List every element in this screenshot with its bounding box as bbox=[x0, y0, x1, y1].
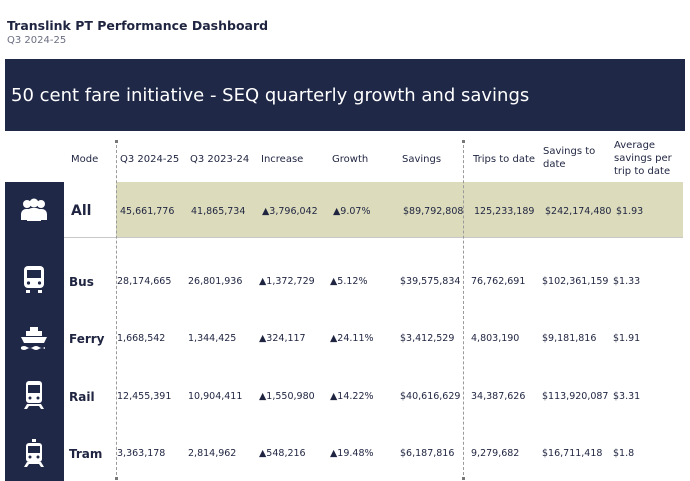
banner: 50 cent fare initiative - SEQ quarterly … bbox=[5, 59, 685, 131]
mode-label: All bbox=[71, 203, 92, 219]
col-header-q3-2023: Q3 2023-24 bbox=[190, 154, 250, 165]
dashboard-subtitle: Q3 2024-25 bbox=[7, 35, 67, 46]
cell-increase: ▲324,117 bbox=[259, 333, 306, 344]
cell-increase: ▲1,372,729 bbox=[259, 276, 315, 287]
col-header-avg-savings: Average savings per trip to date bbox=[614, 140, 672, 177]
cell-savings: $3,412,529 bbox=[400, 333, 455, 344]
col-header-growth: Growth bbox=[332, 154, 369, 165]
cell-savings: $39,575,834 bbox=[400, 276, 461, 287]
separator-line bbox=[115, 140, 118, 480]
cell-savings-to-date: $9,181,816 bbox=[542, 333, 597, 344]
col-header-savings: Savings bbox=[402, 154, 442, 165]
cell-increase: ▲3,796,042 bbox=[262, 206, 318, 217]
cell-savings-to-date: $16,711,418 bbox=[542, 448, 603, 459]
dashboard-title: Translink PT Performance Dashboard bbox=[7, 18, 269, 33]
cell-savings: $89,792,808 bbox=[403, 206, 464, 217]
col-header-q3-2024: Q3 2024-25 bbox=[120, 154, 180, 165]
all-row-highlight bbox=[116, 182, 683, 237]
cell-avg-savings: $1.91 bbox=[613, 333, 641, 344]
cell-growth: ▲5.12% bbox=[330, 276, 368, 287]
cell-growth: ▲24.11% bbox=[330, 333, 374, 344]
bus-icon bbox=[19, 264, 49, 294]
cell-savings-to-date: $102,361,159 bbox=[542, 276, 609, 287]
cell-q3-2023: 26,801,936 bbox=[188, 276, 243, 287]
cell-q3-2023: 1,344,425 bbox=[188, 333, 237, 344]
cell-increase: ▲548,216 bbox=[259, 448, 306, 459]
cell-q3-2024: 12,455,391 bbox=[117, 391, 172, 402]
ferry-icon bbox=[19, 322, 49, 352]
cell-growth: ▲9.07% bbox=[333, 206, 371, 217]
cell-avg-savings: $1.33 bbox=[613, 276, 641, 287]
cell-q3-2023: 2,814,962 bbox=[188, 448, 237, 459]
divider bbox=[64, 237, 683, 238]
mode-label: Rail bbox=[69, 390, 95, 404]
cell-savings: $6,187,816 bbox=[400, 448, 455, 459]
mode-label: Bus bbox=[69, 275, 94, 289]
banner-text: 50 cent fare initiative - SEQ quarterly … bbox=[11, 85, 530, 106]
cell-trips-to-date: 4,803,190 bbox=[471, 333, 520, 344]
mode-label: Tram bbox=[69, 447, 103, 461]
tram-icon bbox=[19, 438, 49, 468]
col-header-savings-to-date: Savings to date bbox=[543, 146, 596, 170]
cell-q3-2024: 3,363,178 bbox=[117, 448, 166, 459]
col-header-increase: Increase bbox=[261, 154, 304, 165]
cell-savings-to-date: $242,174,480 bbox=[545, 206, 612, 217]
col-header-mode: Mode bbox=[71, 154, 99, 165]
cell-trips-to-date: 125,233,189 bbox=[474, 206, 535, 217]
train-icon bbox=[19, 380, 49, 410]
cell-q3-2023: 10,904,411 bbox=[188, 391, 243, 402]
col-header-trips-to-date: Trips to date bbox=[473, 154, 536, 165]
cell-q3-2024: 1,668,542 bbox=[117, 333, 166, 344]
separator-line bbox=[462, 140, 465, 480]
cell-q3-2023: 41,865,734 bbox=[191, 206, 246, 217]
cell-growth: ▲14.22% bbox=[330, 391, 374, 402]
cell-q3-2024: 45,661,776 bbox=[120, 206, 175, 217]
cell-trips-to-date: 9,279,682 bbox=[471, 448, 520, 459]
cell-trips-to-date: 76,762,691 bbox=[471, 276, 526, 287]
cell-savings: $40,616,629 bbox=[400, 391, 461, 402]
mode-label: Ferry bbox=[69, 332, 105, 346]
cell-growth: ▲19.48% bbox=[330, 448, 374, 459]
cell-increase: ▲1,550,980 bbox=[259, 391, 315, 402]
cell-avg-savings: $3.31 bbox=[613, 391, 641, 402]
people-icon bbox=[19, 196, 49, 226]
cell-savings-to-date: $113,920,087 bbox=[542, 391, 609, 402]
cell-trips-to-date: 34,387,626 bbox=[471, 391, 526, 402]
cell-avg-savings: $1.8 bbox=[613, 448, 635, 459]
cell-avg-savings: $1.93 bbox=[616, 206, 644, 217]
cell-q3-2024: 28,174,665 bbox=[117, 276, 172, 287]
